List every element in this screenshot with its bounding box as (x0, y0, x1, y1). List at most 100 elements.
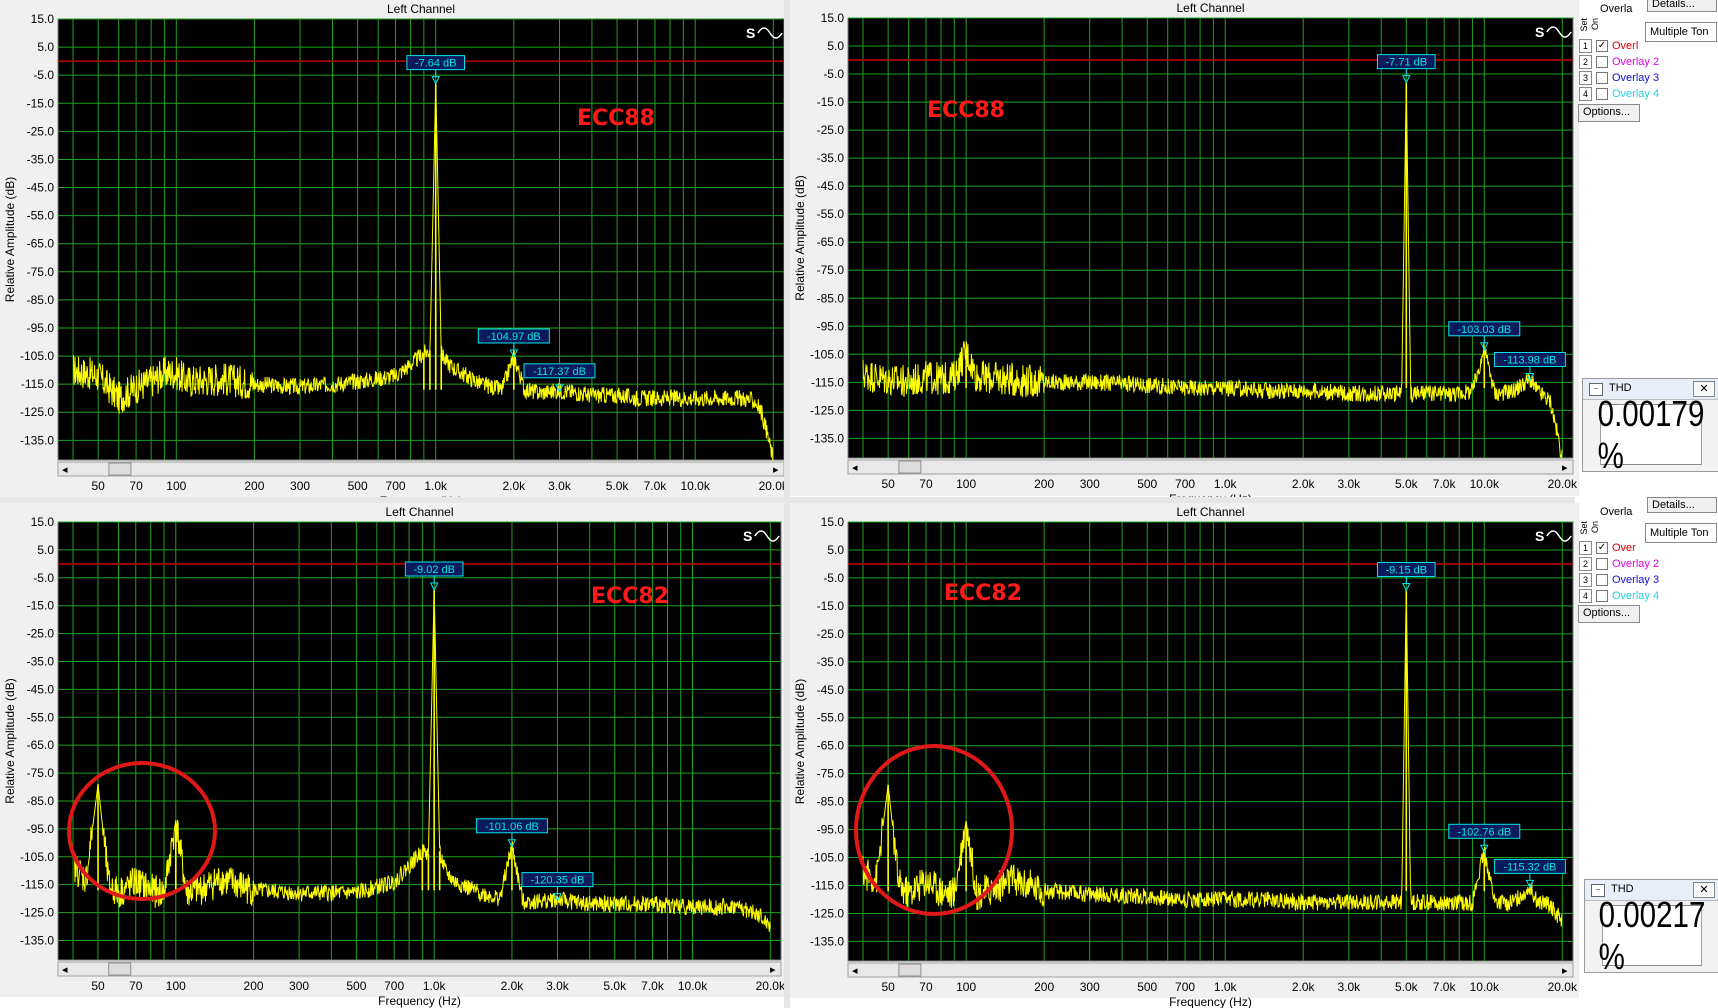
plot-area (57, 521, 782, 961)
overlay-checkbox[interactable] (1596, 558, 1608, 570)
spectrum-panel-3: Left Channel 15.0 5.0 -5.0 -15.0 -25.0 -35.0 -4… (0, 503, 787, 1008)
x-tick-label: 70 (129, 979, 143, 993)
spectrum-panel-1: Left Channel 15.0 5.0 -5.0 -15.0 -25.0 -35.0 -4… (0, 0, 790, 508)
marker-arrow-icon (1479, 844, 1489, 854)
marker-label: -102.76 dB (1457, 826, 1511, 838)
overlay-label: Overlay 3 (1612, 574, 1660, 586)
sine-wave-icon (754, 530, 780, 542)
y-tick-label: -75.0 (27, 766, 55, 780)
overlay-number: 4 (1579, 87, 1592, 101)
scroll-thumb (898, 460, 922, 474)
y-tick-label: -135.0 (20, 933, 54, 947)
y-axis-label: Relative Amplitude (dB) (793, 175, 807, 300)
overlay-row-3[interactable]: 3 Overlay 3 (1579, 572, 1659, 588)
x-tick-label: 200 (1034, 980, 1054, 994)
y-tick-label: -125.0 (20, 906, 54, 920)
options-button[interactable]: Options... (1578, 104, 1640, 122)
overlay-number: 4 (1579, 589, 1592, 603)
marker-label: -113.98 dB (1503, 354, 1556, 366)
close-icon[interactable]: ✕ (1693, 381, 1715, 397)
y-tick-label: -105.0 (810, 347, 844, 361)
sine-wave-icon (1546, 530, 1572, 542)
plot-area (847, 521, 1574, 962)
y-tick-label: -75.0 (817, 767, 845, 781)
overlay-row-1[interactable]: 1 ✓ Over (1579, 540, 1636, 556)
overlay-checkbox[interactable] (1596, 72, 1608, 84)
y-tick-label: -85.0 (817, 795, 845, 809)
x-tick-label: 300 (290, 479, 310, 493)
y-tick-label: 15.0 (821, 11, 845, 25)
horizontal-scrollbar (847, 459, 1574, 475)
x-tick-label: 300 (289, 979, 309, 993)
thd-titlebar: ~ THD ✕ (1583, 379, 1718, 400)
x-tick-label: 2.0k (1292, 980, 1316, 994)
overlay-row-2[interactable]: 2 Overlay 2 (1579, 556, 1659, 572)
y-tick-label: -55.0 (817, 207, 845, 221)
overlay-label: Overlay 3 (1612, 72, 1660, 84)
overlay-row-2[interactable]: 2 Overlay 2 (1579, 54, 1659, 70)
marker-arrow-icon (1525, 879, 1535, 889)
scroll-left-icon: ◂ (852, 462, 858, 474)
y-tick-label: -35.0 (27, 654, 55, 668)
marker-label: -104.97 dB (487, 331, 541, 343)
options-button[interactable]: Options... (1578, 605, 1640, 623)
overlay-row-4[interactable]: 4 Overlay 4 (1579, 86, 1659, 102)
overlay-row-1[interactable]: 1 ✓ Overl (1579, 38, 1638, 54)
x-tick-label: 1.0k (424, 479, 448, 493)
marker-arrow-icon (429, 582, 439, 592)
side-panel-bottom: Overla Set On Details... Multiple Ton 1 … (1577, 485, 1718, 985)
overlay-checkbox[interactable] (1596, 574, 1608, 586)
x-tick-label: 300 (1080, 980, 1100, 994)
highlight-circle (67, 761, 217, 901)
x-tick-label: 70 (919, 980, 933, 994)
x-tick-label: 50 (881, 980, 895, 994)
panel-title: Left Channel (1176, 1, 1244, 15)
y-tick-label: -55.0 (27, 209, 55, 223)
details-button[interactable]: Details... (1647, 0, 1717, 12)
y-tick-label: 15.0 (31, 12, 55, 26)
thd-window-icon: ~ (1591, 884, 1605, 897)
horizontal-scrollbar (57, 461, 785, 477)
x-axis-label: Frequency (Hz) (1169, 995, 1252, 1008)
y-tick-label: -65.0 (27, 738, 55, 752)
y-tick-label: -85.0 (817, 291, 845, 305)
overlay-label: Overl (1612, 40, 1639, 52)
y-tick-label: -5.0 (823, 571, 844, 585)
panel-title: Left Channel (387, 2, 455, 16)
thd-title: THD (1609, 382, 1632, 394)
y-tick-label: -95.0 (817, 823, 845, 837)
y-tick-label: -125.0 (810, 906, 844, 920)
on-label: On (1590, 18, 1600, 31)
multiple-tone-field[interactable]: Multiple Ton (1645, 523, 1717, 543)
y-tick-label: -85.0 (27, 794, 55, 808)
overlay-checkbox[interactable] (1596, 56, 1608, 68)
x-tick-label: 50 (92, 479, 106, 493)
x-tick-label: 200 (1034, 477, 1054, 491)
x-tick-label: 1.0k (1214, 477, 1238, 491)
x-tick-label: 50 (881, 477, 895, 491)
scroll-right-icon: ▸ (770, 964, 776, 976)
thd-value: 0.00179 % (1597, 392, 1705, 476)
overlay-header: Overla (1600, 506, 1633, 518)
multiple-tone-field[interactable]: Multiple Ton (1645, 22, 1717, 42)
y-tick-label: 5.0 (827, 39, 844, 53)
x-tick-label: 700 (384, 979, 404, 993)
overlay-label: Overlay 4 (1612, 88, 1660, 100)
y-tick-label: -125.0 (810, 403, 844, 417)
marker-label: -9.02 dB (413, 564, 455, 576)
overlay-checkbox[interactable]: ✓ (1596, 40, 1608, 52)
overlay-checkbox[interactable] (1596, 590, 1608, 602)
overlay-number: 2 (1579, 55, 1592, 69)
close-icon[interactable]: ✕ (1693, 882, 1715, 898)
details-button[interactable]: Details... (1647, 497, 1717, 513)
sine-wave-icon (757, 27, 783, 39)
overlay-row-3[interactable]: 3 Overlay 3 (1579, 70, 1659, 86)
y-tick-label: -55.0 (817, 711, 845, 725)
overlay-checkbox[interactable] (1596, 88, 1608, 100)
overlay-number: 2 (1579, 557, 1592, 571)
y-tick-label: -95.0 (817, 319, 845, 333)
x-tick-label: 20.0k (756, 979, 786, 993)
overlay-row-4[interactable]: 4 Overlay 4 (1579, 588, 1659, 604)
overlay-checkbox[interactable]: ✓ (1596, 542, 1608, 554)
